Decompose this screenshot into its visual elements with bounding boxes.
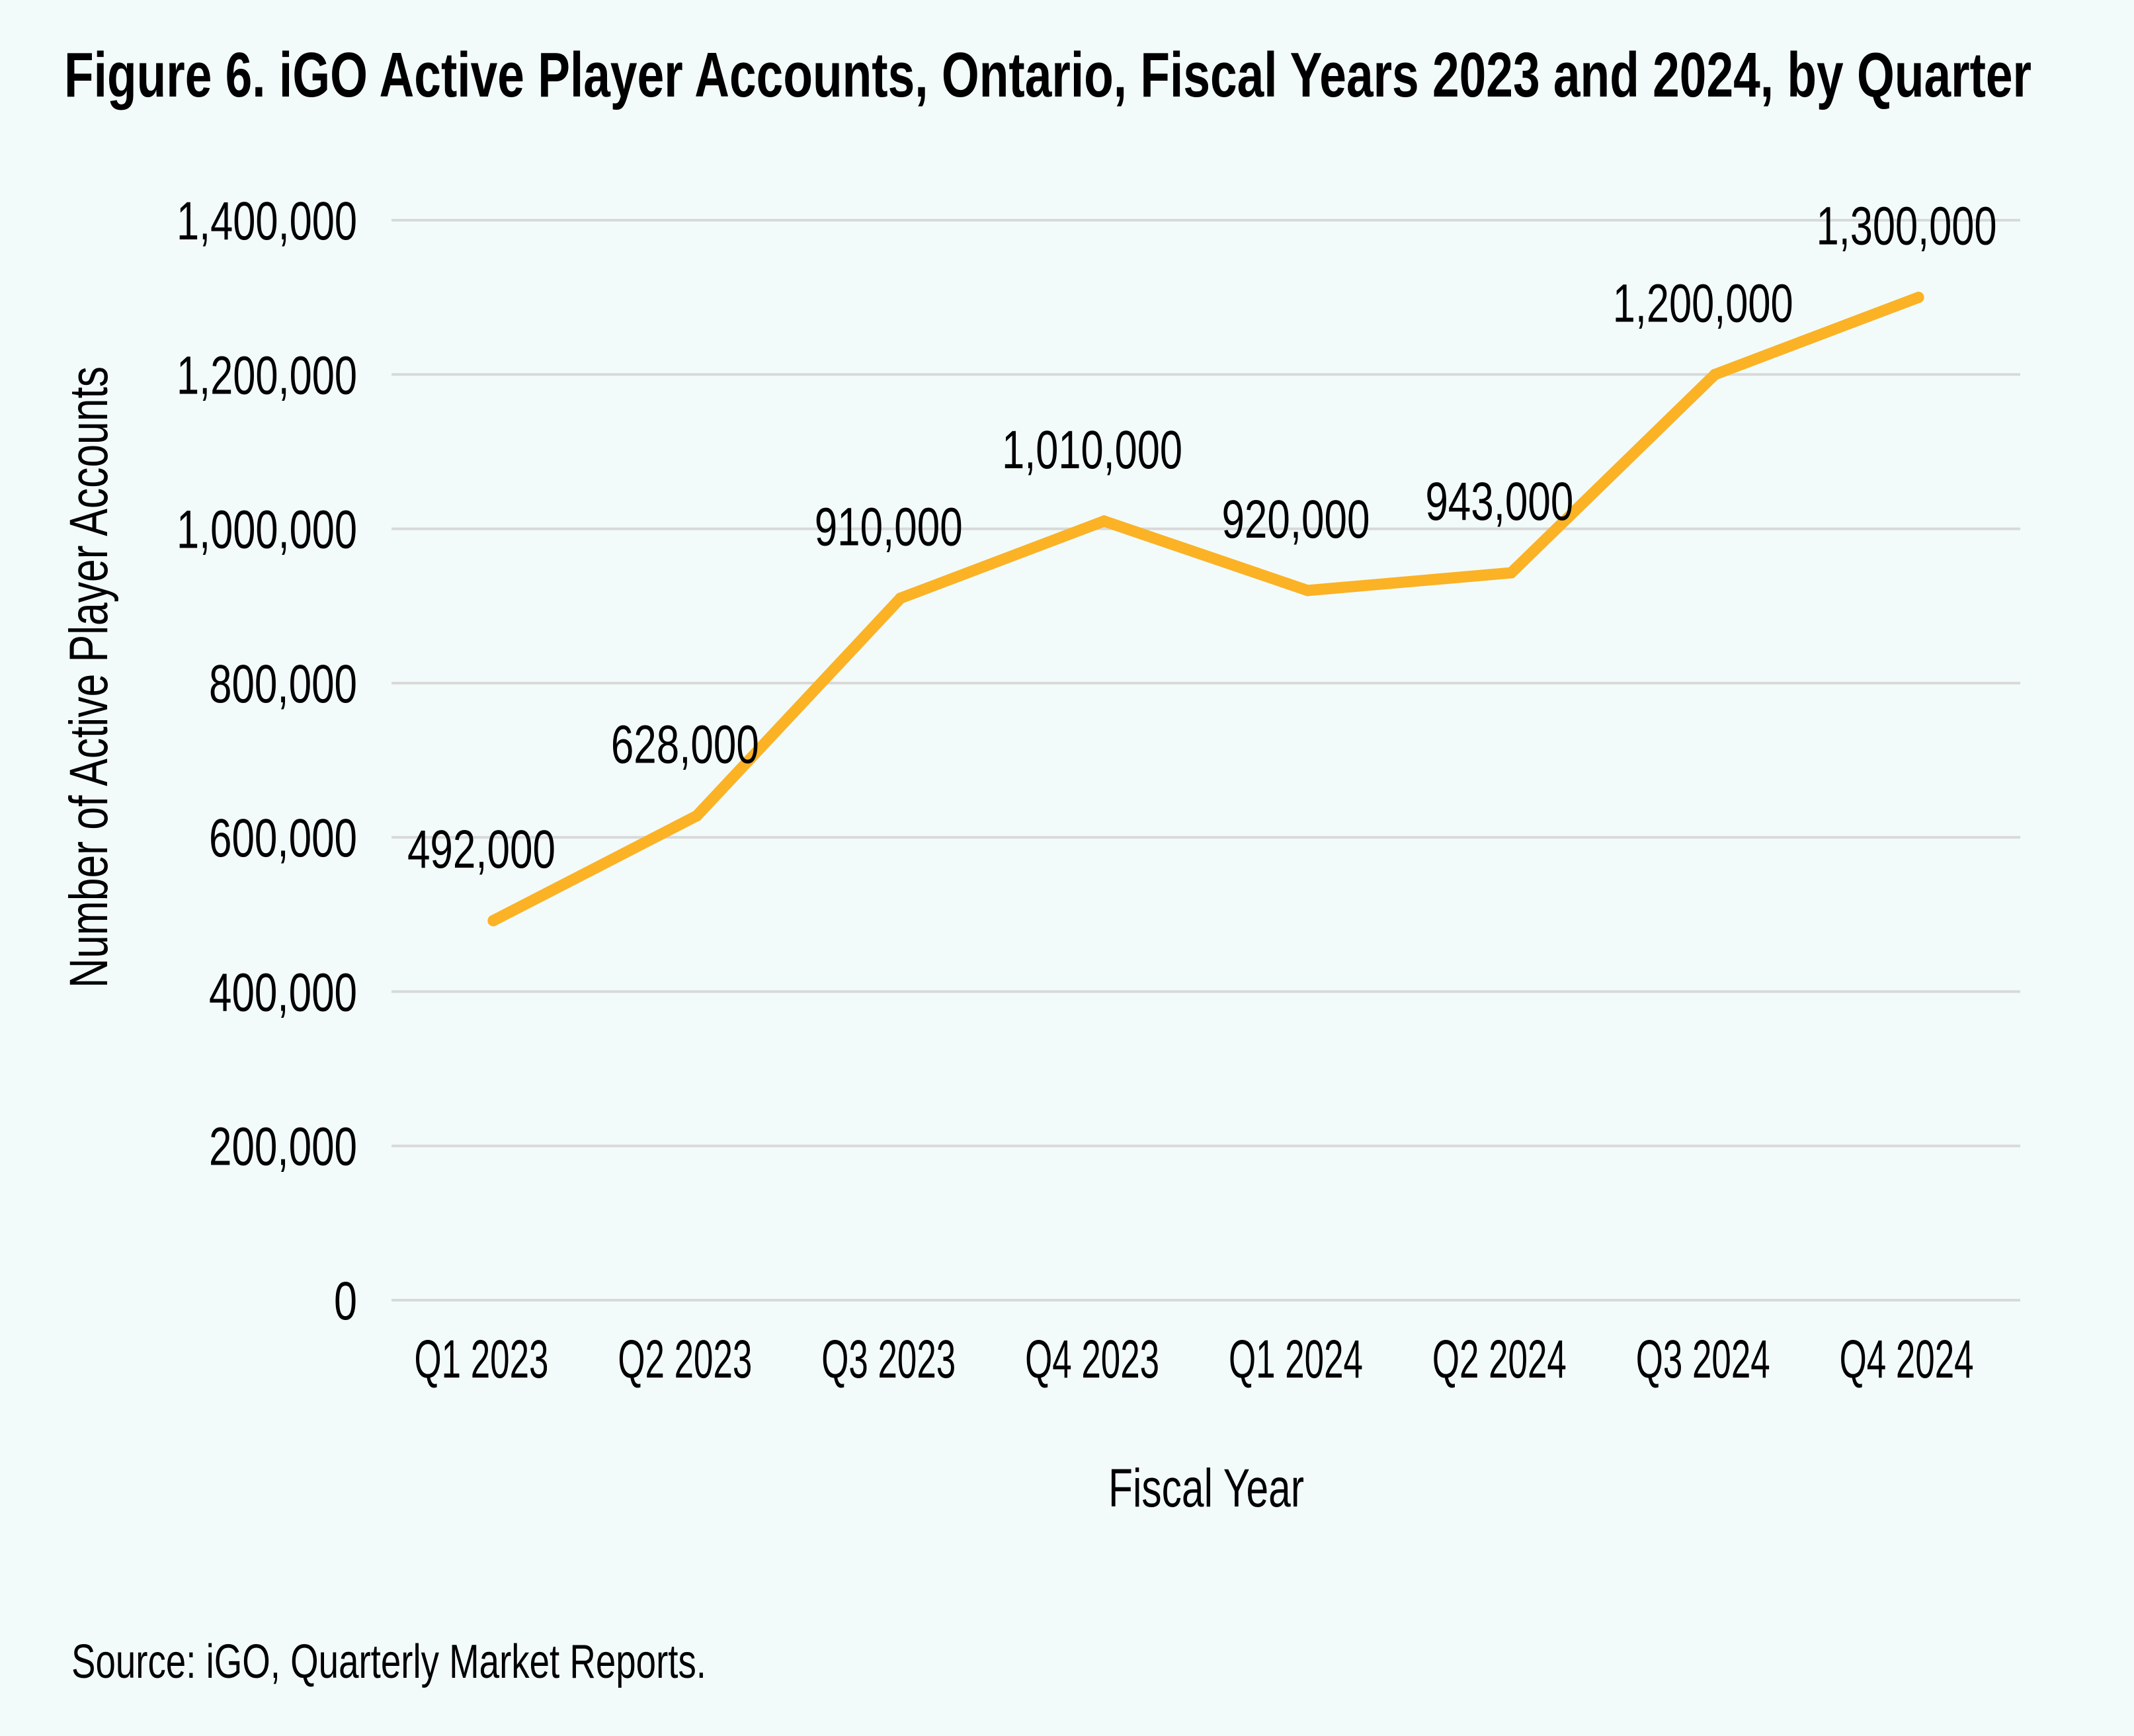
x-tick-label: Q2 2024 bbox=[1432, 1329, 1567, 1389]
y-tick-label: 200,000 bbox=[209, 1117, 357, 1177]
data-point bbox=[1098, 515, 1110, 527]
x-tick-label: Q3 2024 bbox=[1636, 1329, 1770, 1389]
data-point bbox=[487, 915, 499, 927]
y-axis-title: Number of Active Player Accounts bbox=[59, 366, 119, 988]
data-point bbox=[1505, 567, 1517, 579]
x-tick-label: Q4 2024 bbox=[1840, 1329, 1974, 1389]
y-axis-tick-labels: 0 200,000 400,000 600,000 800,000 1,000,000 1,… bbox=[177, 191, 357, 1331]
y-tick-label: 800,000 bbox=[209, 654, 357, 714]
series-line bbox=[487, 292, 1924, 927]
data-point bbox=[691, 809, 703, 821]
chart-title: Figure 6. iGO Active Player Accounts, On… bbox=[64, 40, 2031, 110]
source-note: Source: iGO, Quarterly Market Reports. bbox=[71, 1635, 706, 1688]
data-label: 920,000 bbox=[1221, 489, 1370, 550]
data-label: 1,010,000 bbox=[1002, 420, 1182, 480]
data-point bbox=[1912, 292, 1924, 304]
data-label: 628,000 bbox=[611, 714, 759, 774]
data-label: 1,200,000 bbox=[1613, 273, 1793, 333]
y-tick-label: 1,200,000 bbox=[177, 345, 357, 405]
data-label: 943,000 bbox=[1425, 472, 1573, 532]
data-label: 1,300,000 bbox=[1817, 196, 1997, 257]
x-tick-label: Q1 2023 bbox=[414, 1329, 548, 1389]
data-label: 910,000 bbox=[815, 497, 963, 558]
data-labels: 492,000 628,000 910,000 1,010,000 920,000 943… bbox=[407, 196, 1997, 880]
data-label: 492,000 bbox=[407, 819, 555, 880]
y-tick-label: 400,000 bbox=[209, 962, 357, 1022]
y-tick-label: 0 bbox=[334, 1271, 357, 1331]
data-point bbox=[895, 593, 907, 604]
x-tick-label: Q3 2023 bbox=[821, 1329, 956, 1389]
x-axis-tick-labels: Q1 2023 Q2 2023 Q3 2023 Q4 2023 Q1 2024 Q2 20… bbox=[414, 1329, 1973, 1389]
x-tick-label: Q2 2023 bbox=[618, 1329, 752, 1389]
y-tick-label: 600,000 bbox=[209, 808, 357, 868]
series-active-player-accounts bbox=[487, 292, 1924, 927]
x-axis-title: Fiscal Year bbox=[1108, 1458, 1304, 1518]
x-tick-label: Q4 2023 bbox=[1025, 1329, 1159, 1389]
x-tick-label: Q1 2024 bbox=[1229, 1329, 1363, 1389]
y-tick-label: 1,400,000 bbox=[177, 191, 357, 251]
y-tick-label: 1,000,000 bbox=[177, 500, 357, 560]
data-point bbox=[1301, 585, 1313, 597]
data-point bbox=[1709, 368, 1721, 380]
